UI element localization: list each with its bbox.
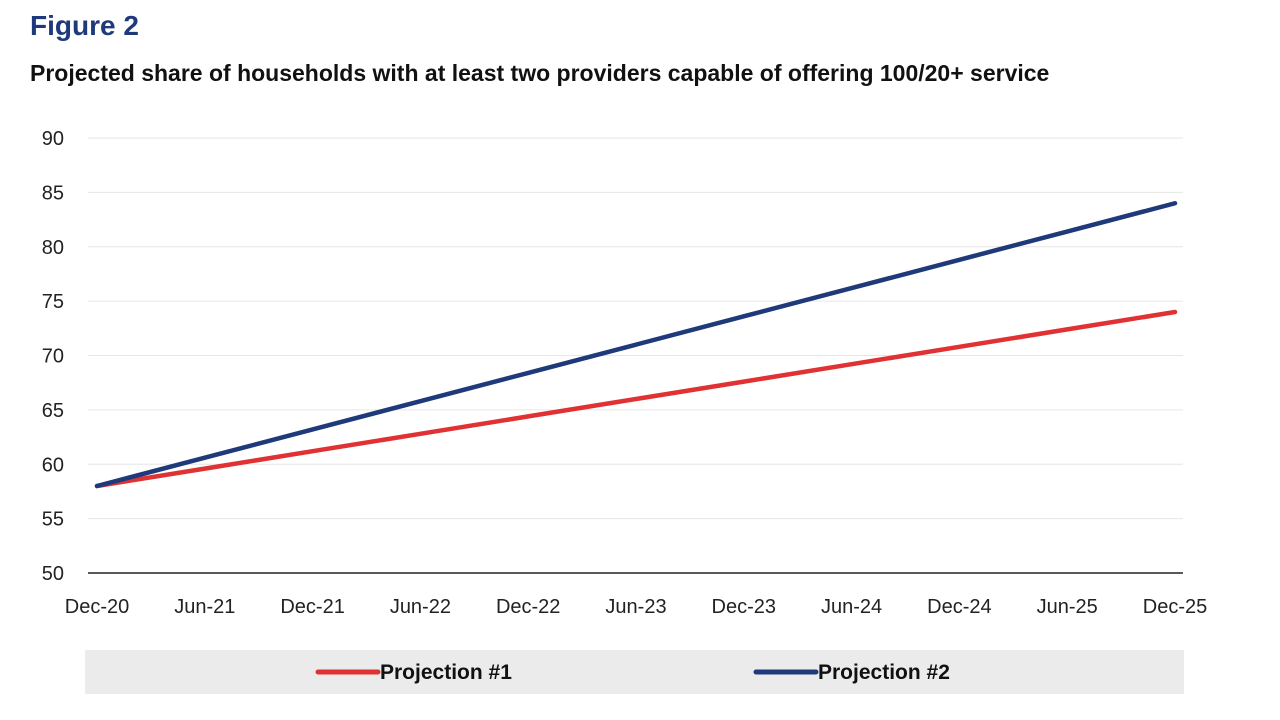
y-tick-label: 90 [42,128,64,150]
chart-title: Projected share of households with at le… [30,60,1050,86]
x-tick-label: Dec-22 [496,596,560,618]
y-axis: 50 55 60 65 70 75 80 85 90 [42,128,64,585]
x-tick-label: Dec-21 [280,596,344,618]
y-tick-label: 70 [42,346,64,368]
series-line-1 [94,309,1178,489]
y-tick-label: 75 [42,291,64,313]
legend: Projection #1 Projection #2 [85,650,1184,694]
x-tick-label: Jun-23 [605,596,666,618]
legend-box [85,650,1184,694]
x-tick-label: Dec-24 [927,596,991,618]
x-tick-label: Jun-22 [390,596,451,618]
x-tick-label: Dec-25 [1143,596,1207,618]
series-lines [94,201,1178,489]
y-tick-label: 60 [42,454,64,476]
figure-label: Figure 2 [30,10,139,41]
x-tick-label: Jun-25 [1037,596,1098,618]
y-tick-label: 80 [42,237,64,259]
y-tick-label: 65 [42,400,64,422]
x-tick-label: Jun-24 [821,596,882,618]
x-axis: Dec-20 Jun-21 Dec-21 Jun-22 Dec-22 Jun-23 Dec-… [65,572,1207,618]
y-tick-label: 55 [42,509,64,531]
x-tick-label: Jun-21 [174,596,235,618]
x-tick-label: Dec-20 [65,596,129,618]
legend-label-1: Projection #1 [380,661,512,684]
series-line-2 [94,201,1178,489]
x-tick-label: Dec-23 [712,596,776,618]
y-tick-label: 85 [42,182,64,204]
gridlines [88,137,1183,520]
y-tick-label: 50 [42,563,64,585]
legend-label-2: Projection #2 [818,661,950,684]
